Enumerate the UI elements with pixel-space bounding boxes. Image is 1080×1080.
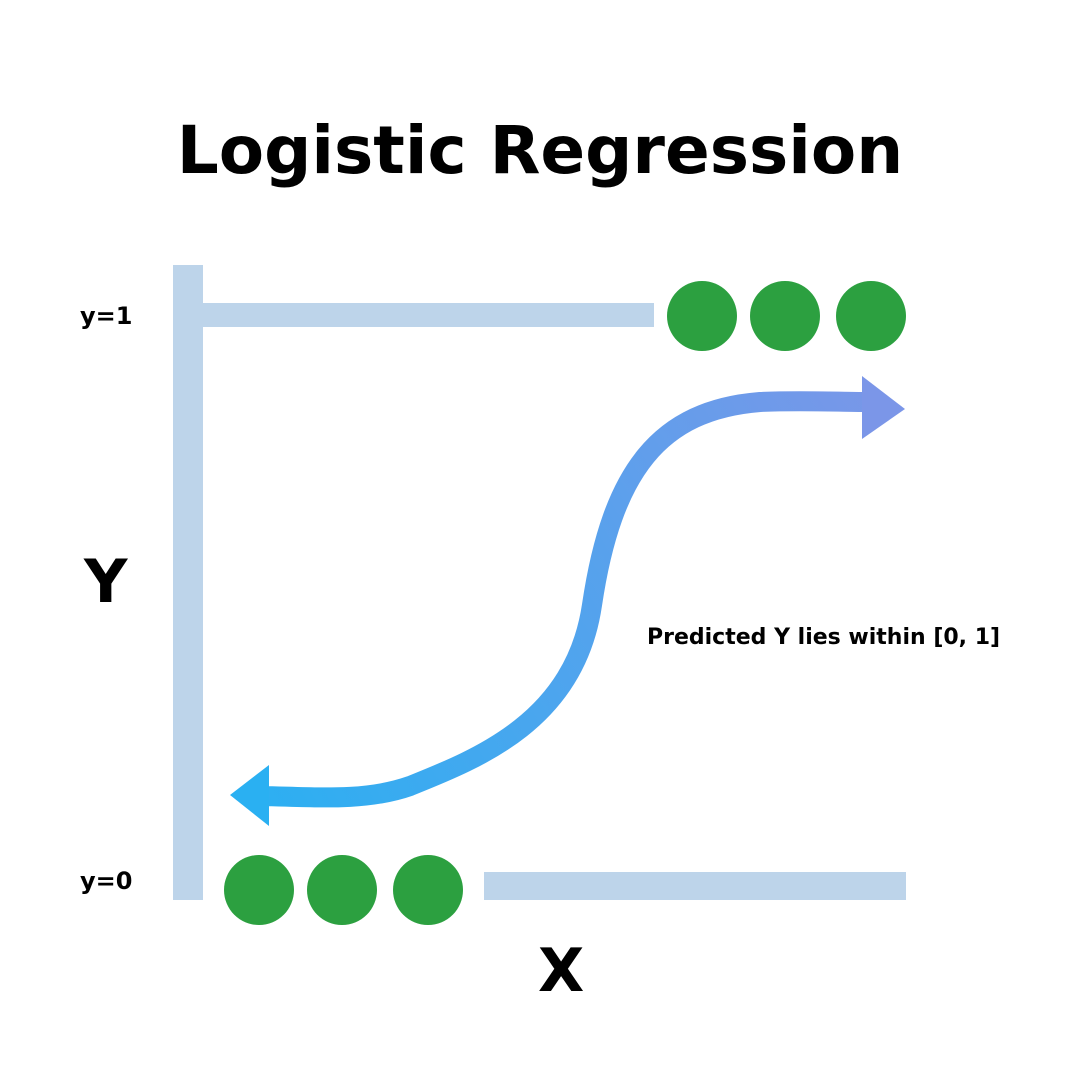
x-axis-bar: [484, 872, 906, 900]
data-point-class-1: [750, 281, 820, 351]
arrowhead-left-icon: [230, 765, 269, 826]
y0-label: y=0: [80, 867, 133, 895]
data-point-class-1: [667, 281, 737, 351]
data-point-class-0: [307, 855, 377, 925]
data-point-class-0: [393, 855, 463, 925]
y1-guide-bar: [203, 303, 654, 327]
sigmoid-curve: [261, 391, 867, 808]
x-axis-label: X: [538, 936, 585, 1006]
y-axis-bar: [173, 265, 203, 900]
data-point-class-0: [224, 855, 294, 925]
class-0-points: [224, 855, 463, 925]
arrowhead-right-icon: [862, 376, 905, 439]
y-axis-label: Y: [84, 547, 128, 617]
y1-label: y=1: [80, 302, 133, 330]
prediction-annotation: Predicted Y lies within [0, 1]: [647, 625, 1001, 650]
class-1-points: [667, 281, 906, 351]
diagram-title: Logistic Regression: [176, 112, 904, 189]
data-point-class-1: [836, 281, 906, 351]
